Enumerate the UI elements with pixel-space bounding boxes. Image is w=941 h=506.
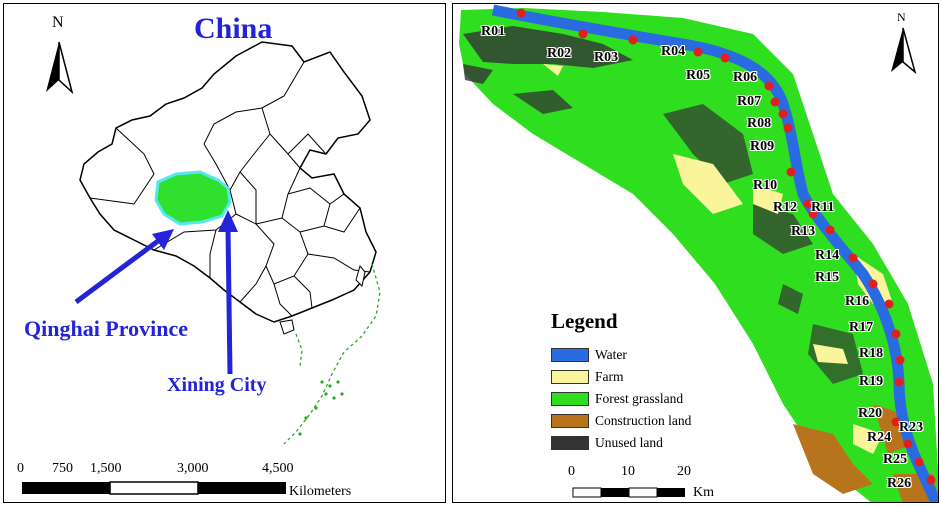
point-r26 <box>926 475 936 485</box>
scale-tick-750: 750 <box>52 461 73 476</box>
label-r15: R15 <box>815 270 840 285</box>
point-r20 <box>891 417 901 427</box>
label-r16: R16 <box>845 294 870 309</box>
point-r09 <box>783 123 793 133</box>
legend-item-construction-land: Construction land <box>551 410 691 432</box>
point-r11 <box>803 199 813 209</box>
qinghai-province-shape <box>154 170 232 226</box>
point-r25 <box>914 457 924 467</box>
label-r19: R19 <box>859 374 884 389</box>
unused-land-patches <box>463 26 863 384</box>
point-r08 <box>778 109 788 119</box>
legend-swatch-farm <box>551 370 589 384</box>
legend-swatch-water <box>551 348 589 362</box>
legend-label-construction-land: Construction land <box>595 413 692 428</box>
label-r23: R23 <box>899 420 924 435</box>
legend-title: Legend <box>551 309 618 333</box>
sampling-points <box>516 8 936 485</box>
south-china-sea-islands <box>298 380 344 436</box>
label-r12: R12 <box>773 200 798 215</box>
china-overview-map: China N Qinghai Province Xining City 0 7… <box>3 3 446 503</box>
hainan-island <box>279 319 295 335</box>
legend-label-farm: Farm <box>595 369 624 384</box>
label-r04: R04 <box>661 44 686 59</box>
point-r10 <box>786 167 796 177</box>
point-r03 <box>628 35 638 45</box>
pointer-arrows <box>74 210 238 375</box>
point-r02 <box>578 29 588 39</box>
north-arrow-left <box>46 41 74 95</box>
taiwan-island <box>355 264 366 288</box>
legend-swatch-unused-land <box>551 436 589 450</box>
point-r17 <box>891 329 901 339</box>
label-r13: R13 <box>791 224 816 239</box>
point-r15 <box>868 279 878 289</box>
point-r12 <box>808 209 818 219</box>
label-r11: R11 <box>811 200 835 215</box>
label-r10: R10 <box>753 178 778 193</box>
legend-item-farm: Farm <box>551 366 691 388</box>
land-use-svg <box>459 4 938 502</box>
legend-item-unused-land: Unused land <box>551 432 691 454</box>
label-r20: R20 <box>858 406 883 421</box>
north-arrow-right <box>891 27 917 75</box>
point-r07 <box>770 97 780 107</box>
label-r06: R06 <box>733 70 758 85</box>
north-label-left: N <box>52 14 64 31</box>
scale-tick-3000: 3,000 <box>177 461 209 476</box>
point-r14 <box>848 253 858 263</box>
scale-units-left: Kilometers <box>289 484 352 499</box>
china-outline-svg <box>22 41 381 495</box>
label-r26: R26 <box>887 476 912 491</box>
scale-tick-4500: 4,500 <box>262 461 294 476</box>
label-r05: R05 <box>686 68 711 83</box>
legend-label-water: Water <box>595 347 627 362</box>
label-r02: R02 <box>547 46 572 61</box>
province-boundaries <box>89 61 371 317</box>
qinghai-province-label: Qinghai Province <box>24 316 188 341</box>
point-r13 <box>825 225 835 235</box>
north-label-right: N <box>897 10 906 24</box>
point-r19 <box>894 377 904 387</box>
south-china-sea-boundary <box>283 263 381 445</box>
point-r16 <box>884 299 894 309</box>
label-r24: R24 <box>867 430 892 445</box>
china-boundary <box>79 41 377 323</box>
label-r18: R18 <box>859 346 884 361</box>
legend-swatch-construction-land <box>551 414 589 428</box>
point-r24 <box>903 439 913 449</box>
map-title: China <box>194 12 273 45</box>
label-r08: R08 <box>747 116 772 131</box>
legend-item-water: Water <box>551 344 691 366</box>
point-r04 <box>693 47 703 57</box>
land-use-map: R01 R02 R03 R04 R05 R06 R07 R08 R09 R10 … <box>452 3 939 503</box>
scale-bar-right <box>572 487 685 498</box>
label-r09: R09 <box>750 139 775 154</box>
legend: Legend Water Farm Forest grassland Const… <box>551 309 691 454</box>
point-r18 <box>895 355 905 365</box>
label-r25: R25 <box>883 452 908 467</box>
r-scale-tick-10: 10 <box>621 464 635 479</box>
scale-tick-1500: 1,500 <box>90 461 122 476</box>
xining-city-label: Xining City <box>167 374 267 396</box>
r-scale-tick-0: 0 <box>568 464 575 479</box>
point-r01 <box>516 8 526 18</box>
r-scale-tick-20: 20 <box>677 464 691 479</box>
label-r03: R03 <box>594 50 619 65</box>
scale-tick-0: 0 <box>17 461 24 476</box>
scale-bar-left <box>22 481 286 495</box>
point-r06 <box>764 81 774 91</box>
point-r05 <box>720 53 730 63</box>
legend-swatch-forest-grassland <box>551 392 589 406</box>
label-r07: R07 <box>737 94 762 109</box>
legend-label-unused-land: Unused land <box>595 435 663 450</box>
label-r14: R14 <box>815 248 840 263</box>
r-scale-units: Km <box>693 485 714 500</box>
label-r17: R17 <box>849 320 874 335</box>
label-r01: R01 <box>481 24 506 39</box>
study-area-forest <box>459 8 938 502</box>
legend-label-forest-grassland: Forest grassland <box>595 391 684 406</box>
legend-item-forest-grassland: Forest grassland <box>551 388 691 410</box>
